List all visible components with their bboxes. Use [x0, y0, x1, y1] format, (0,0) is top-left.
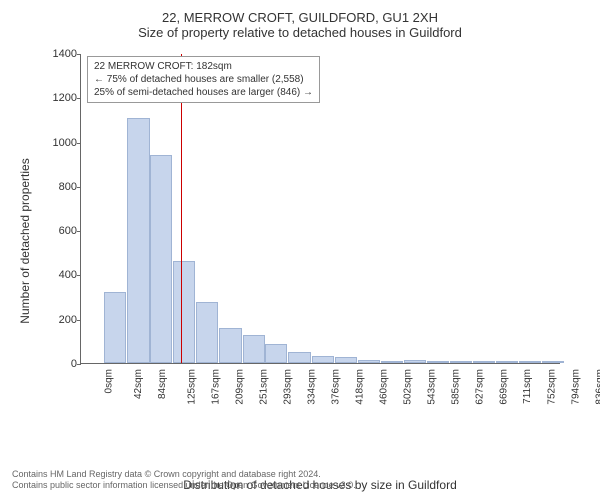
y-axis-label: Number of detached properties — [18, 158, 32, 323]
x-tick-label: 418sqm — [355, 369, 366, 405]
x-tick-label: 42sqm — [133, 369, 144, 399]
histogram-bar — [381, 361, 403, 363]
histogram-bar — [312, 356, 334, 363]
histogram-bar — [496, 361, 518, 363]
chart-title: 22, MERROW CROFT, GUILDFORD, GU1 2XH — [10, 10, 590, 25]
chart-container: 22, MERROW CROFT, GUILDFORD, GU1 2XH Siz… — [0, 0, 600, 500]
footer-attribution: Contains HM Land Registry data © Crown c… — [12, 469, 356, 492]
histogram-bar — [243, 335, 265, 363]
histogram-bar — [173, 261, 195, 363]
x-tick-label: 627sqm — [475, 369, 486, 405]
histogram-bar — [450, 361, 472, 363]
y-tick-mark — [77, 364, 81, 365]
histogram-bar — [288, 352, 310, 363]
x-tick-label: 585sqm — [451, 369, 462, 405]
x-tick-label: 293sqm — [283, 369, 294, 405]
histogram-bar — [335, 357, 357, 363]
footer-line-2: Contains public sector information licen… — [12, 480, 356, 492]
annotation-line: 25% of semi-detached houses are larger (… — [94, 86, 313, 99]
y-tick-mark — [77, 98, 81, 99]
y-tick-mark — [77, 320, 81, 321]
x-tick-label: 836sqm — [595, 369, 600, 405]
histogram-bar — [127, 118, 149, 363]
x-tick-label: 167sqm — [211, 369, 222, 405]
y-tick-mark — [77, 143, 81, 144]
x-tick-label: 711sqm — [522, 369, 533, 404]
footer-line-1: Contains HM Land Registry data © Crown c… — [12, 469, 356, 481]
histogram-bar — [196, 302, 218, 363]
x-tick-label: 84sqm — [157, 369, 168, 399]
histogram-bar — [473, 361, 495, 363]
y-tick-label: 800 — [43, 181, 77, 193]
x-tick-label: 209sqm — [235, 369, 246, 405]
annotation-box: 22 MERROW CROFT: 182sqm← 75% of detached… — [87, 56, 320, 103]
histogram-bar — [219, 328, 241, 363]
x-tick-label: 125sqm — [187, 369, 198, 405]
y-tick-label: 400 — [43, 269, 77, 281]
y-tick-label: 1200 — [43, 92, 77, 104]
histogram-bar — [519, 361, 541, 363]
x-tick-label: 460sqm — [379, 369, 390, 405]
y-tick-mark — [77, 231, 81, 232]
plot-area: 02004006008001000120014000sqm42sqm84sqm1… — [80, 54, 560, 364]
y-tick-label: 600 — [43, 225, 77, 237]
annotation-line: 22 MERROW CROFT: 182sqm — [94, 60, 313, 73]
histogram-bar — [358, 360, 380, 363]
y-tick-label: 0 — [43, 358, 77, 370]
x-tick-label: 752sqm — [547, 369, 558, 405]
y-tick-mark — [77, 54, 81, 55]
y-tick-label: 1000 — [43, 137, 77, 149]
y-tick-mark — [77, 187, 81, 188]
y-tick-label: 200 — [43, 314, 77, 326]
y-tick-label: 1400 — [43, 48, 77, 60]
histogram-bar — [265, 344, 287, 363]
x-tick-label: 502sqm — [403, 369, 414, 405]
histogram-bar — [404, 360, 426, 363]
histogram-bar — [427, 361, 449, 363]
histogram-bar — [150, 155, 172, 363]
x-tick-label: 334sqm — [307, 369, 318, 405]
x-tick-label: 669sqm — [499, 369, 510, 405]
chart-subtitle: Size of property relative to detached ho… — [10, 25, 590, 40]
y-tick-mark — [77, 275, 81, 276]
chart-wrap: Number of detached properties 0200400600… — [40, 44, 600, 424]
histogram-bar — [104, 292, 126, 363]
x-tick-label: 543sqm — [427, 369, 438, 405]
annotation-line: ← 75% of detached houses are smaller (2,… — [94, 73, 313, 86]
x-tick-label: 794sqm — [571, 369, 582, 405]
x-tick-label: 251sqm — [259, 369, 270, 405]
histogram-bar — [542, 361, 564, 363]
x-tick-label: 0sqm — [103, 369, 114, 393]
x-tick-label: 376sqm — [331, 369, 342, 405]
